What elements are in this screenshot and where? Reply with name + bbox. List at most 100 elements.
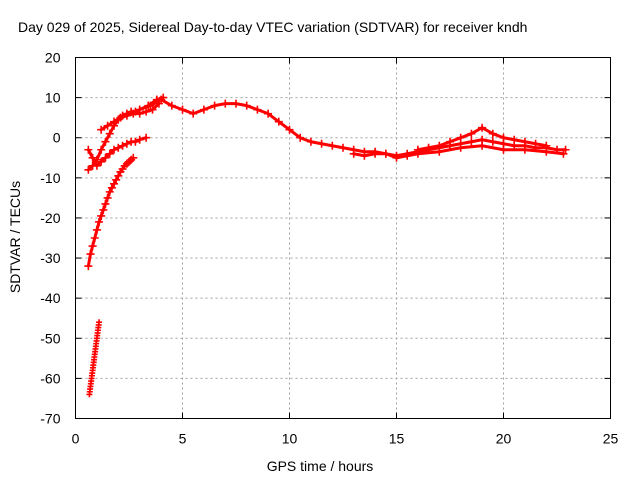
- data-point: [84, 145, 93, 154]
- data-point: [88, 153, 97, 162]
- y-tick-label: -30: [40, 250, 60, 266]
- series-isolated-arc: [86, 319, 103, 398]
- data-point: [152, 95, 161, 104]
- x-tick-label: 25: [603, 431, 619, 447]
- data-point: [91, 353, 98, 360]
- data-point: [122, 139, 131, 148]
- series-layer: [84, 93, 570, 398]
- data-point: [92, 225, 101, 234]
- x-tick-label: 0: [72, 431, 80, 447]
- data-point: [478, 141, 487, 150]
- data-point: [84, 165, 93, 174]
- data-point: [97, 145, 106, 154]
- y-tick-label: -40: [40, 290, 60, 306]
- data-point: [435, 147, 444, 156]
- series-satellite-track-lower: [349, 141, 568, 162]
- data-point: [413, 149, 422, 158]
- data-point: [199, 105, 208, 114]
- data-point: [242, 101, 251, 110]
- data-point: [306, 137, 315, 146]
- data-point: [328, 141, 337, 150]
- y-tick-label: 20: [45, 50, 61, 66]
- data-point: [285, 125, 294, 134]
- data-point: [381, 149, 390, 158]
- data-point: [103, 193, 112, 202]
- y-tick-label: 10: [45, 90, 61, 106]
- data-point: [97, 211, 106, 220]
- data-point: [142, 133, 151, 142]
- data-point: [253, 105, 262, 114]
- data-point: [264, 109, 273, 118]
- data-point: [296, 133, 305, 142]
- chart-title: Day 029 of 2025, Sidereal Day-to-day VTE…: [18, 19, 528, 35]
- data-point: [467, 137, 476, 146]
- data-point: [93, 337, 100, 344]
- data-point: [424, 143, 433, 152]
- data-point: [131, 137, 140, 146]
- data-point: [531, 139, 540, 148]
- data-point: [95, 321, 102, 328]
- data-point: [110, 117, 119, 126]
- data-point: [101, 199, 110, 208]
- x-tick-label: 5: [179, 431, 187, 447]
- data-point: [210, 101, 219, 110]
- series-steep-arc: [84, 153, 138, 271]
- data-point: [339, 143, 347, 152]
- series-rising-arc-3: [84, 133, 151, 170]
- data-point: [456, 133, 465, 142]
- data-point: [122, 111, 131, 120]
- data-point: [371, 149, 380, 158]
- data-point: [154, 99, 163, 108]
- y-tick-label: -20: [40, 210, 60, 226]
- data-point: [148, 105, 157, 114]
- data-point: [90, 234, 99, 242]
- data-point: [129, 153, 138, 162]
- data-point: [142, 107, 151, 116]
- x-tick-label: 20: [496, 431, 512, 447]
- data-point: [110, 145, 119, 154]
- series-satellite-track-upper: [413, 123, 551, 154]
- data-point: [135, 135, 144, 144]
- x-axis-label: GPS time / hours: [266, 458, 374, 474]
- plot-frame: [75, 57, 611, 419]
- data-point: [112, 175, 121, 184]
- data-point: [189, 109, 198, 118]
- data-point: [232, 99, 240, 108]
- data-point: [144, 101, 153, 110]
- y-tick-label: -60: [40, 370, 60, 386]
- tick-layer: 0 5 10 15 20 25 -70 -60 -50 -40 -30 -20 -10 0 10 20: [40, 50, 618, 447]
- data-point: [89, 370, 96, 377]
- data-point: [97, 125, 106, 134]
- data-point: [110, 179, 119, 188]
- data-point: [95, 217, 104, 226]
- data-point: [392, 153, 401, 162]
- data-point: [499, 145, 508, 154]
- series-rising-arc-2: [97, 99, 163, 134]
- y-tick-label: -50: [40, 330, 60, 346]
- data-point: [114, 143, 123, 152]
- data-point: [86, 250, 95, 259]
- data-point: [510, 135, 519, 144]
- data-point: [456, 143, 465, 152]
- data-point: [103, 121, 112, 130]
- data-point: [349, 149, 358, 158]
- data-point: [114, 171, 123, 180]
- data-point: [274, 117, 283, 126]
- x-tick-label: 15: [389, 431, 405, 447]
- data-point: [542, 147, 551, 156]
- data-point: [317, 139, 326, 148]
- data-point: [488, 129, 497, 138]
- data-point: [90, 362, 97, 369]
- data-point: [221, 99, 230, 108]
- data-point: [107, 183, 116, 192]
- y-tick-label: -10: [40, 170, 60, 186]
- y-tick-label: 0: [53, 130, 61, 146]
- data-point: [99, 205, 108, 214]
- data-point: [94, 329, 101, 336]
- data-point: [167, 101, 176, 110]
- data-point: [178, 105, 187, 114]
- data-point: [446, 137, 454, 146]
- data-point: [105, 149, 114, 158]
- y-tick-label: -70: [40, 411, 60, 427]
